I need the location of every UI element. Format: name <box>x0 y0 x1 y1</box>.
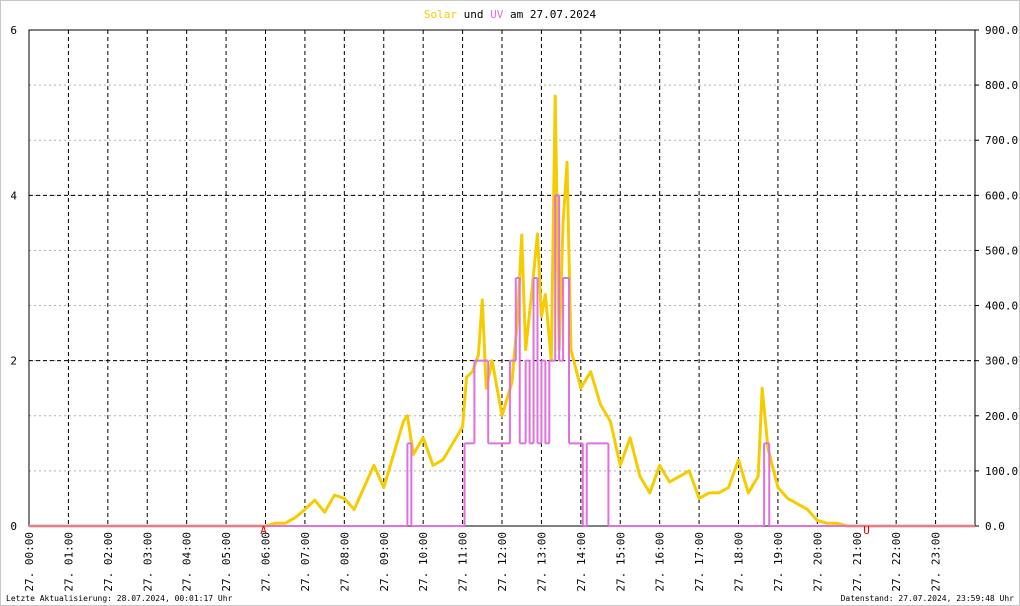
x-tick-label: 27. 02:00 <box>102 532 115 592</box>
footer-left: Letzte Aktualisierung: 28.07.2024, 00:01… <box>6 594 233 603</box>
footer-right: Datenstand: 27.07.2024, 23:59:48 Uhr <box>841 594 1015 603</box>
x-tick-label: 27. 13:00 <box>535 532 548 592</box>
x-tick-label: 27. 16:00 <box>654 532 667 592</box>
x-tick-label: 27. 17:00 <box>693 532 706 592</box>
x-tick-label: 27. 05:00 <box>220 532 233 592</box>
title-solar: Solar <box>424 8 457 21</box>
y2-tick-label: 900.0 <box>985 24 1018 37</box>
x-tick-label: 27. 08:00 <box>338 532 351 592</box>
x-tick-label: 27. 14:00 <box>575 532 588 592</box>
annotation: U <box>863 524 870 537</box>
x-tick-label: 27. 10:00 <box>417 532 430 592</box>
plot-border <box>28 29 976 527</box>
x-tick-label: 27. 03:00 <box>141 532 154 592</box>
x-tick-label: 27. 09:00 <box>378 532 391 592</box>
y2-tick-label: 0.0 <box>985 520 1005 533</box>
y2-tick-label: 100.0 <box>985 465 1018 478</box>
x-tick-label: 27. 04:00 <box>181 532 194 592</box>
y2-tick-label: 200.0 <box>985 410 1018 423</box>
title-connector: und <box>464 8 484 21</box>
x-tick-label: 27. 12:00 <box>496 532 509 592</box>
y2-tick-label: 700.0 <box>985 134 1018 147</box>
solar-line <box>29 94 975 528</box>
x-tick-label: 27. 15:00 <box>614 532 627 592</box>
x-tick-label: 27. 22:00 <box>890 532 903 592</box>
y-tick-label: 6 <box>10 24 17 37</box>
x-tick-label: 27. 06:00 <box>260 532 273 592</box>
x-tick-label: 27. 19:00 <box>772 532 785 592</box>
x-tick-label: 27. 07:00 <box>299 532 312 592</box>
y-tick-label: 2 <box>10 355 17 368</box>
x-tick-label: 27. 18:00 <box>733 532 746 592</box>
y2-tick-label: 500.0 <box>985 244 1018 257</box>
x-tick-label: 27. 00:00 <box>23 532 36 592</box>
y2-tick-label: 300.0 <box>985 355 1018 368</box>
y2-tick-label: 400.0 <box>985 300 1018 313</box>
x-tick-label: 27. 11:00 <box>457 532 470 592</box>
x-tick-label: 27. 20:00 <box>811 532 824 592</box>
title-uv: UV <box>490 8 504 21</box>
y2-tick-label: 800.0 <box>985 79 1018 92</box>
title-suffix: am 27.07.2024 <box>510 8 596 21</box>
chart-title: Solar und UV am 27.07.2024 <box>424 8 597 21</box>
y-tick-label: 0 <box>10 520 17 533</box>
x-tick-label: 27. 23:00 <box>930 532 943 592</box>
x-tick-label: 27. 21:00 <box>851 532 864 592</box>
x-tick-label: 27. 01:00 <box>62 532 75 592</box>
annotation: A <box>260 524 267 537</box>
y-tick-label: 4 <box>10 189 17 202</box>
y2-tick-label: 600.0 <box>985 189 1018 202</box>
